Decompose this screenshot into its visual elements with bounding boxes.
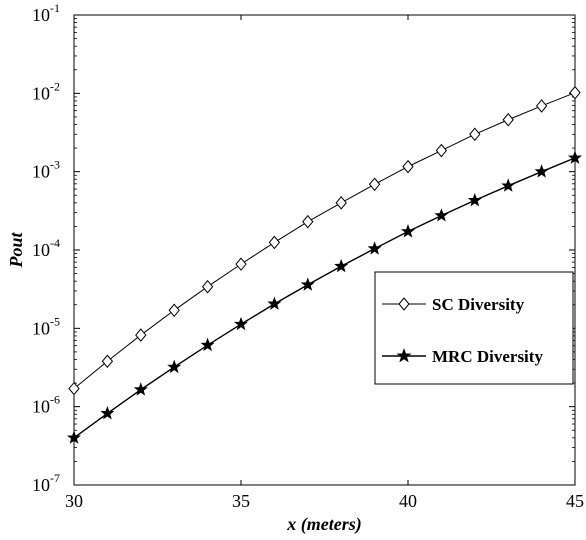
mrc-point	[534, 164, 549, 178]
mrc-point	[66, 430, 82, 444]
mrc-point	[334, 258, 349, 273]
y-tick-label: 10-4	[32, 236, 60, 260]
x-tick-label: 45	[566, 491, 584, 511]
mrc-point	[434, 208, 449, 222]
sc-point	[101, 354, 114, 369]
mrc-point	[300, 277, 315, 291]
sc-point	[201, 279, 214, 294]
mrc-point	[567, 150, 583, 164]
x-axis-title: x (meters)	[286, 514, 361, 535]
sc-point	[168, 303, 180, 318]
mrc-point	[367, 241, 382, 255]
mrc-point	[233, 316, 249, 331]
y-tick-label: 10-7	[32, 471, 60, 495]
y-tick-label: 10-5	[32, 314, 60, 338]
series-markers	[66, 85, 583, 444]
y-tick-label: 10-2	[32, 79, 60, 103]
mrc-point	[133, 382, 148, 396]
sc-point	[502, 112, 514, 127]
series-line-0	[73, 92, 576, 389]
mrc-point	[467, 193, 482, 207]
x-tick-label: 35	[232, 491, 250, 511]
mrc-point	[200, 337, 215, 352]
mrc-point	[400, 224, 416, 238]
series-line-1	[73, 157, 576, 439]
sc-point	[235, 257, 247, 271]
sc-point	[135, 328, 147, 342]
x-tick-label: 40	[399, 491, 417, 511]
sc-point	[68, 381, 80, 396]
legend: SC Diversity MRC Diversity	[374, 271, 574, 385]
mrc-point	[100, 406, 115, 420]
series-lines	[73, 92, 576, 439]
y-tick-label: 10-1	[32, 1, 60, 25]
x-tick-label: 30	[65, 491, 83, 511]
mrc-point	[501, 178, 516, 192]
y-axis-title: Pout	[6, 232, 26, 269]
sc-point	[368, 177, 381, 192]
legend-label-mrc: MRC Diversity	[432, 347, 543, 366]
legend-label-sc: SC Diversity	[432, 295, 525, 314]
sc-point	[435, 143, 448, 158]
plot-area	[73, 14, 576, 486]
sc-point	[302, 214, 314, 229]
legend-swatch-mrc-marker	[396, 348, 412, 363]
legend-swatch-sc-marker	[398, 297, 410, 311]
sc-point	[335, 196, 347, 210]
sc-point	[535, 99, 548, 113]
mrc-point	[167, 359, 182, 374]
sc-point	[268, 235, 281, 250]
legend-box	[374, 271, 574, 385]
mrc-point	[267, 296, 282, 310]
sc-point	[402, 159, 414, 174]
tick-labels: 30 35 40 45 10-7 10-6 10-5 10-4 10-3 10-2 10-1	[32, 1, 584, 511]
sc-point	[569, 85, 581, 100]
y-tick-label: 10-6	[32, 393, 60, 417]
y-tick-label: 10-3	[32, 158, 60, 182]
tick-marks	[73, 14, 576, 486]
sc-point	[469, 127, 481, 142]
